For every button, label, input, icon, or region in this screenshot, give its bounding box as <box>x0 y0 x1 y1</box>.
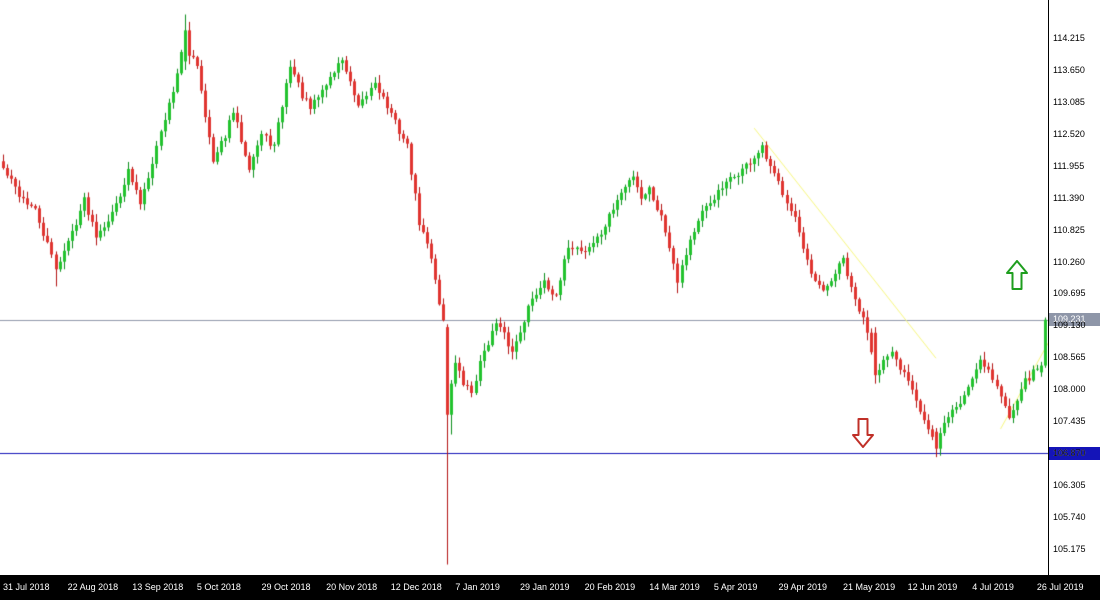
time-axis-label: 21 May 2019 <box>843 582 896 592</box>
current-price-badge: 109.231 <box>1049 313 1100 327</box>
time-axis-label: 4 Jul 2019 <box>972 582 1014 592</box>
price-axis-label: 108.000 <box>1053 384 1086 395</box>
price-axis-label: 112.520 <box>1053 128 1085 139</box>
price-axis-label: 110.260 <box>1053 256 1085 267</box>
up-arrow-icon <box>1005 260 1028 291</box>
price-axis-label: 108.565 <box>1053 352 1086 363</box>
down-arrow-marker[interactable] <box>852 418 875 449</box>
time-axis-label: 29 Jan 2019 <box>519 582 570 592</box>
time-axis-label: 7 Jan 2019 <box>455 582 500 592</box>
price-axis-label: 109.695 <box>1053 288 1086 299</box>
price-axis-label: 111.390 <box>1053 192 1085 203</box>
time-axis-label: 29 Oct 2018 <box>261 582 311 592</box>
support-level-badge: 106.870 <box>1049 446 1100 460</box>
price-axis-label: 113.085 <box>1053 96 1085 107</box>
time-axis-label: 20 Nov 2018 <box>326 582 378 592</box>
price-axis-label: 111.955 <box>1053 160 1085 171</box>
time-axis-label: 13 Sep 2018 <box>132 582 184 592</box>
price-axis-label: 109.130 <box>1053 320 1086 331</box>
price-axis-label: 105.175 <box>1053 543 1086 554</box>
price-axis-label: 110.825 <box>1053 224 1085 235</box>
price-axis-label: 114.215 <box>1053 32 1085 43</box>
time-axis-label: 5 Oct 2018 <box>196 582 241 592</box>
price-axis-label: 107.435 <box>1053 416 1086 427</box>
time-axis-label: 26 Jul 2019 <box>1036 582 1084 592</box>
up-arrow-marker[interactable] <box>1005 260 1028 291</box>
time-axis-label: 20 Feb 2019 <box>584 582 636 592</box>
price-axis-label: 105.740 <box>1053 512 1086 523</box>
price-axis-label: 106.870 <box>1053 448 1086 459</box>
time-axis-label: 5 Apr 2019 <box>713 582 758 592</box>
price-axis[interactable]: 109.231 106.870 114.215 113.650 113.085 112… <box>1048 0 1100 575</box>
time-axis-label: 31 Jul 2018 <box>3 582 50 592</box>
price-axis-label: 113.650 <box>1053 64 1085 75</box>
price-axis-label: 106.305 <box>1053 480 1086 491</box>
down-arrow-icon <box>852 418 875 449</box>
price-chart-canvas[interactable] <box>0 0 1048 575</box>
time-axis-label: 14 Mar 2019 <box>649 582 700 592</box>
time-axis-label: 12 Dec 2018 <box>390 582 442 592</box>
time-axis[interactable]: 31 Jul 2018 22 Aug 2018 13 Sep 2018 5 Oct 2… <box>0 575 1100 600</box>
time-axis-label: 12 Jun 2019 <box>907 582 958 592</box>
time-axis-label: 22 Aug 2018 <box>67 582 119 592</box>
time-axis-label: 29 Apr 2019 <box>778 582 827 592</box>
